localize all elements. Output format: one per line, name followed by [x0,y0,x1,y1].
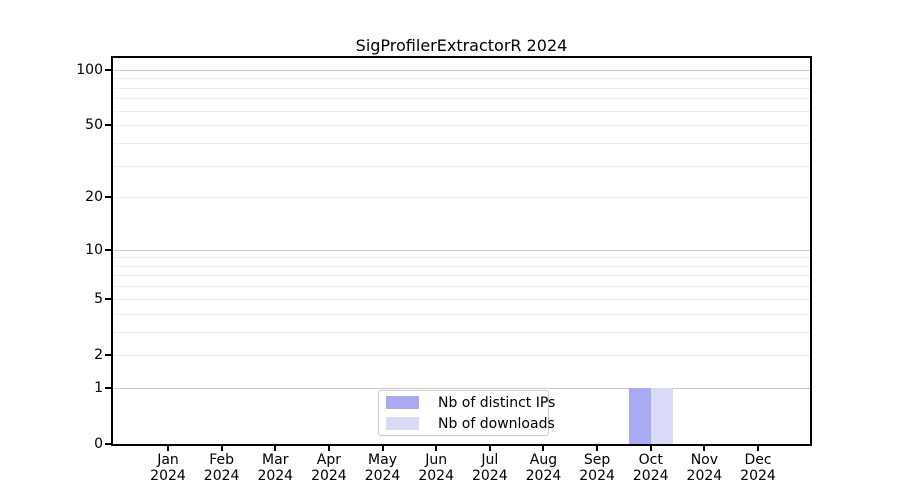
plot-area [111,56,812,446]
y-gridline-minor [113,165,810,167]
y-tick-mark [105,196,111,199]
y-gridline-minor [113,265,810,267]
y-gridline-minor [113,286,810,288]
y-gridline-minor [113,354,810,356]
y-gridline-minor [113,331,810,333]
x-axis-tick-label: Mar 2024 [257,452,294,484]
legend-swatch-distinct-ips [386,396,419,409]
y-gridline-minor [113,87,810,89]
x-tick-mark [596,446,599,451]
x-axis-tick-label: Jan 2024 [150,452,186,484]
x-axis-tick-label: Jul 2024 [471,452,508,484]
grid-layer [113,58,810,444]
y-gridline-minor [113,142,810,144]
x-tick-mark [703,446,706,451]
legend-entry-downloads: Nb of downloads [386,416,555,432]
y-gridline-minor [113,275,810,277]
x-axis-tick-label: Oct 2024 [632,452,669,484]
x-tick-mark [757,446,759,451]
y-tick-mark [105,443,111,445]
x-tick-mark [274,446,277,451]
legend-swatch-downloads [386,417,419,430]
x-axis-tick-label: Feb 2024 [203,452,240,484]
y-axis-tick-label: 2 [94,346,103,363]
y-axis-tick-label: 1 [94,379,103,396]
y-axis-tick-label: 50 [85,117,103,134]
y-gridline-major [113,69,810,71]
x-axis-tick-label: May 2024 [364,452,401,484]
y-gridline-minor [113,197,810,199]
legend: Nb of distinct IPs Nb of downloads [378,390,555,436]
y-gridline-minor [113,257,810,259]
y-gridline-minor [113,313,810,315]
x-tick-mark [488,446,491,451]
y-gridline-major [113,387,810,389]
y-axis-tick-label: 100 [76,61,103,78]
legend-entry-distinct-ips: Nb of distinct IPs [386,395,555,411]
x-tick-mark [381,446,384,451]
chart-title: SigProfilerExtractorR 2024 [355,36,568,55]
x-axis-tick-label: Apr 2024 [311,452,347,484]
y-gridline-major [113,249,810,251]
y-gridline-minor [113,78,810,80]
x-axis-tick-label: Dec 2024 [740,452,776,484]
bar-distinct-ips [628,387,651,444]
y-axis-tick-label: 10 [85,241,103,258]
y-gridline-minor [113,98,810,100]
x-tick-mark [327,446,330,451]
x-tick-mark [542,446,545,451]
bar-downloads [650,387,673,444]
x-tick-mark [649,446,652,451]
y-tick-mark [105,248,111,251]
y-axis-tick-label: 20 [85,189,103,206]
y-tick-mark [105,297,111,300]
y-axis-tick-label: 5 [94,290,103,307]
x-axis-tick-label: Aug 2024 [525,452,562,484]
legend-label-distinct-ips: Nb of distinct IPs [438,394,556,411]
y-tick-mark [105,386,111,389]
bars-layer [113,58,810,444]
y-gridline-minor [113,110,810,112]
x-axis-tick-label: Jun 2024 [418,452,454,484]
y-tick-mark [105,68,111,71]
x-tick-mark [167,446,169,451]
y-gridline-minor [113,125,810,127]
x-axis-tick-label: Sep 2024 [579,452,615,484]
x-tick-mark [220,446,223,451]
y-gridline-minor [113,298,810,300]
y-axis-tick-label: 0 [94,436,103,452]
y-tick-mark [105,124,111,127]
y-tick-mark [105,353,111,356]
legend-label-downloads: Nb of downloads [438,415,555,432]
x-axis-tick-label: Nov 2024 [686,452,723,484]
x-tick-mark [435,446,438,451]
